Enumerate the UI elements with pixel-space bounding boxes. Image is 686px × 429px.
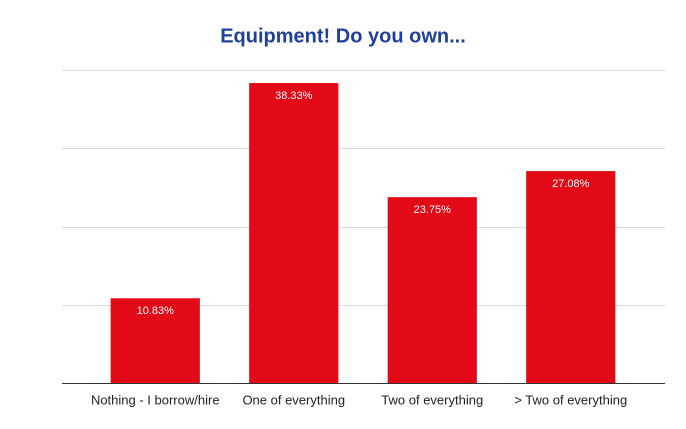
value-label: 23.75% — [414, 204, 452, 216]
value-label: 38.33% — [275, 90, 313, 102]
x-tick-label: One of everything — [242, 392, 345, 407]
x-tick-label: Two of everything — [381, 392, 483, 407]
bar — [249, 83, 339, 383]
chart-title: Equipment! Do you own... — [220, 25, 466, 47]
value-label: 10.83% — [137, 305, 175, 317]
x-tick-label: Nothing - I borrow/hire — [91, 392, 220, 407]
bar — [387, 197, 477, 383]
value-label: 27.08% — [552, 178, 590, 190]
bar — [526, 171, 616, 383]
bar — [110, 298, 200, 383]
x-tick-label: > Two of everything — [514, 392, 627, 407]
